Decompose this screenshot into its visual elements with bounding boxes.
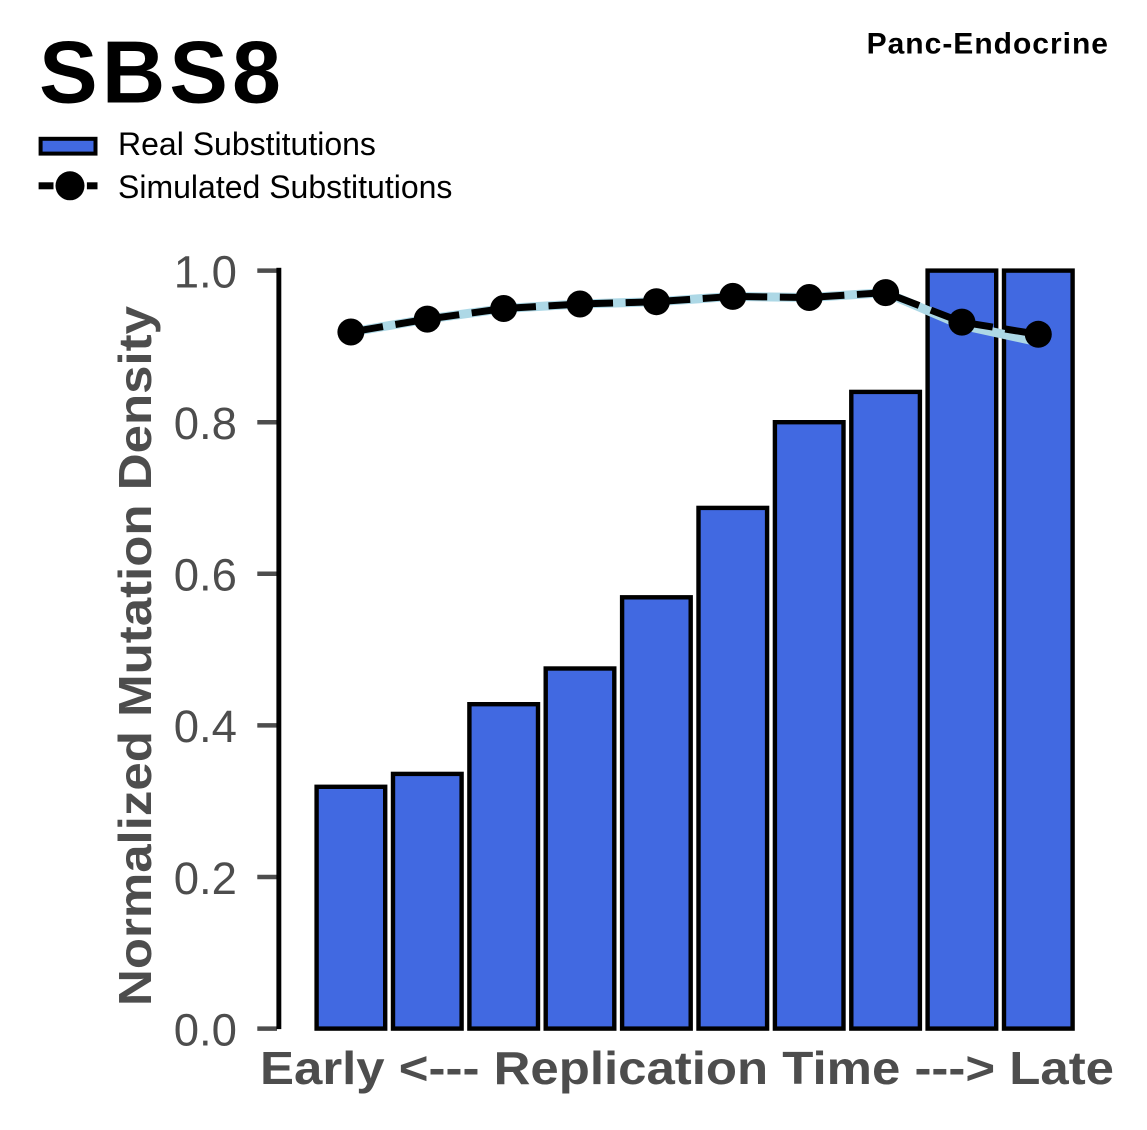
svg-text:0.2: 0.2 <box>174 853 237 904</box>
svg-text:Simulated Substitutions: Simulated Substitutions <box>118 169 452 205</box>
svg-text:0.6: 0.6 <box>174 550 237 601</box>
svg-text:Early <--- Replication Time --: Early <--- Replication Time ---> Late <box>260 1042 1114 1094</box>
svg-text:Normalized Mutation Density: Normalized Mutation Density <box>109 306 161 1006</box>
svg-text:0.4: 0.4 <box>174 701 237 752</box>
svg-text:0.8: 0.8 <box>174 398 237 449</box>
svg-text:Panc-Endocrine: Panc-Endocrine <box>867 28 1109 61</box>
svg-text:1.0: 1.0 <box>174 246 237 297</box>
svg-text:0.0: 0.0 <box>174 1004 237 1055</box>
svg-text:SBS8: SBS8 <box>39 22 285 121</box>
svg-text:Real Substitutions: Real Substitutions <box>118 126 376 162</box>
